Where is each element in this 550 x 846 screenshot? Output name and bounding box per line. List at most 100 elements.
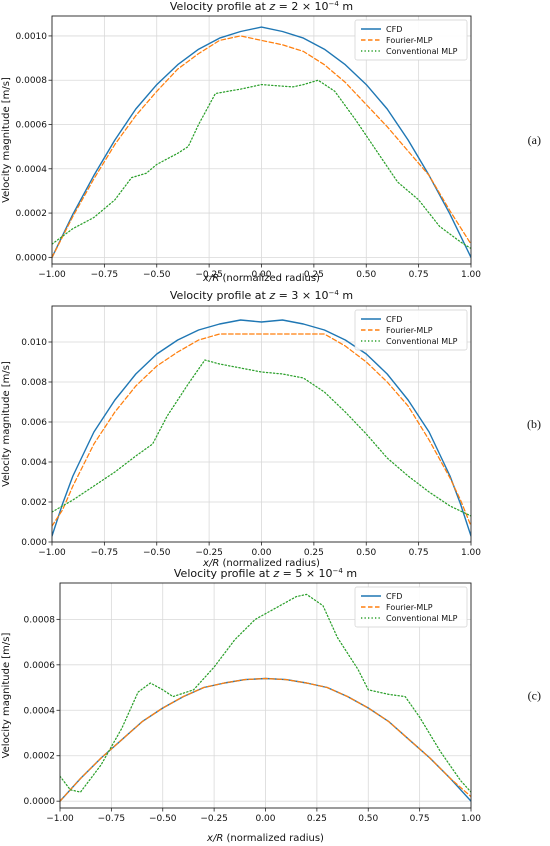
x-tick-label: −0.50 <box>143 548 171 558</box>
series-line-cfd <box>52 26 471 259</box>
title-prefix: Velocity profile at <box>170 0 269 13</box>
series-line-fourier-mlp <box>52 35 471 259</box>
y-tick-label: 0.0002 <box>24 752 56 762</box>
y-tick-label: 0.004 <box>21 458 47 468</box>
y-tick-label: 0.0004 <box>16 165 48 175</box>
panel-id: (a) <box>528 133 541 147</box>
y-tick-label: 0.0008 <box>24 615 56 625</box>
series-group <box>52 26 471 259</box>
x-tick-label: 1.00 <box>461 548 481 558</box>
plot-frame <box>59 582 472 809</box>
x-tick-label: −0.75 <box>98 814 126 824</box>
x-axis-label: x/R (normalized radius) <box>202 273 320 284</box>
y-tick-label: 0.0006 <box>24 661 56 671</box>
x-tick-label: 0.25 <box>304 270 324 280</box>
x-tick-label: 0.00 <box>251 548 271 558</box>
x-axis-label-text: (normalized radius) <box>219 558 320 569</box>
x-tick-label: −0.50 <box>143 270 171 280</box>
x-axis-label-var: x/R <box>206 833 223 844</box>
panel-title: Velocity profile at z = 3 × 10−4 m <box>170 289 353 302</box>
y-tick-label: 0.006 <box>21 418 47 428</box>
x-tick-label: 0.00 <box>251 270 271 280</box>
y-axis-label: Velocity magnitude [m/s] <box>1 633 12 759</box>
panel-title: Velocity profile at z = 5 × 10−4 m <box>174 567 357 580</box>
series-group <box>52 319 471 537</box>
plot-frame <box>51 305 472 543</box>
legend-box <box>354 586 468 628</box>
legend-label: Fourier-MLP <box>386 36 433 45</box>
legend-label: Conventional MLP <box>386 614 458 623</box>
title-exponent: −4 <box>329 289 340 297</box>
axis-ticks: −1.00 −0.75 −0.50 −0.25 0.00 0.25 0.50 0.75 1.00… <box>21 338 481 558</box>
series-line-fourier-mlp <box>60 677 471 802</box>
panel-id: (c) <box>528 689 541 703</box>
y-tick-label: 0.010 <box>21 338 47 348</box>
legend-label: Conventional MLP <box>386 47 458 56</box>
legend: CFD Fourier-MLP Conventional MLP <box>354 19 468 61</box>
x-tick-label: −0.25 <box>195 548 223 558</box>
x-tick-label: 0.50 <box>356 270 376 280</box>
x-tick-label: −0.75 <box>91 270 119 280</box>
x-tick-label: 0.50 <box>358 814 378 824</box>
x-tick-label: 0.75 <box>410 814 430 824</box>
series-line-conventional-mlp <box>52 79 471 250</box>
title-value: = 3 × 10 <box>275 289 328 302</box>
legend-label: Fourier-MLP <box>386 326 433 335</box>
title-variable: z <box>268 0 275 13</box>
series-line-conventional-mlp <box>60 593 471 793</box>
x-axis-label-var: x/R <box>202 558 219 569</box>
x-tick-label: −0.50 <box>149 814 177 824</box>
title-prefix: Velocity profile at <box>170 289 269 302</box>
y-tick-label: 0.002 <box>21 498 47 508</box>
title-exponent: −4 <box>329 0 340 8</box>
x-tick-label: 0.25 <box>307 814 327 824</box>
x-tick-label: 0.75 <box>409 548 429 558</box>
title-unit: m <box>339 289 353 302</box>
y-tick-label: 0.0002 <box>16 209 48 219</box>
title-exponent: −4 <box>333 567 344 575</box>
x-axis-label: x/R (normalized radius) <box>202 558 320 569</box>
title-value: = 5 × 10 <box>279 567 332 580</box>
title-variable: z <box>272 567 279 580</box>
panel-id: (b) <box>527 417 541 431</box>
x-tick-label: −1.00 <box>38 548 66 558</box>
x-tick-label: 0.75 <box>409 270 429 280</box>
y-axis-label: Velocity magnitude [m/s] <box>1 361 12 487</box>
x-axis-label-text: (normalized radius) <box>223 833 324 844</box>
x-tick-label: 0.25 <box>304 548 324 558</box>
axis-ticks: −1.00 −0.75 −0.50 −0.25 0.00 0.25 0.50 0.75 1.00… <box>24 615 482 824</box>
legend-box <box>354 309 468 351</box>
legend: CFD Fourier-MLP Conventional MLP <box>354 309 468 351</box>
title-variable: z <box>268 289 275 302</box>
legend-label: CFD <box>386 25 402 34</box>
title-unit: m <box>343 567 357 580</box>
x-tick-label: −0.25 <box>195 270 223 280</box>
y-tick-label: 0.0000 <box>24 797 56 807</box>
x-tick-label: −1.00 <box>38 270 66 280</box>
x-tick-label: 1.00 <box>461 270 481 280</box>
x-axis-label: x/R (normalized radius) <box>206 833 324 844</box>
legend-label: Fourier-MLP <box>386 603 433 612</box>
series-line-conventional-mlp <box>52 359 471 517</box>
title-unit: m <box>339 0 353 13</box>
chart-panel-2: −1.00 −0.75 −0.50 −0.25 0.00 0.25 0.50 0.75 1.00… <box>1 289 541 569</box>
plot-frame <box>51 15 472 265</box>
grid-lines <box>51 16 472 264</box>
axis-ticks: −1.00 −0.75 −0.50 −0.25 0.00 0.25 0.50 0.75 1.00… <box>16 32 482 280</box>
legend-label: CFD <box>386 592 402 601</box>
chart-panel-1: −1.00 −0.75 −0.50 −0.25 0.00 0.25 0.50 0.75 1.00… <box>1 0 541 284</box>
y-tick-label: 0.008 <box>21 378 47 388</box>
y-tick-label: 0.0008 <box>16 76 48 86</box>
x-axis-label-var: x/R <box>202 273 219 284</box>
y-tick-label: 0.0004 <box>24 706 56 716</box>
series-group <box>60 593 471 802</box>
x-tick-label: −1.00 <box>46 814 74 824</box>
series-line-fourier-mlp <box>52 333 471 527</box>
panel-title: Velocity profile at z = 2 × 10−4 m <box>170 0 353 13</box>
x-axis-label-text: (normalized radius) <box>219 273 320 284</box>
x-tick-label: −0.25 <box>200 814 228 824</box>
x-tick-label: 1.00 <box>461 814 481 824</box>
series-line-cfd <box>52 319 471 537</box>
y-tick-label: 0.0006 <box>16 121 48 131</box>
y-tick-label: 0.0010 <box>16 32 48 42</box>
